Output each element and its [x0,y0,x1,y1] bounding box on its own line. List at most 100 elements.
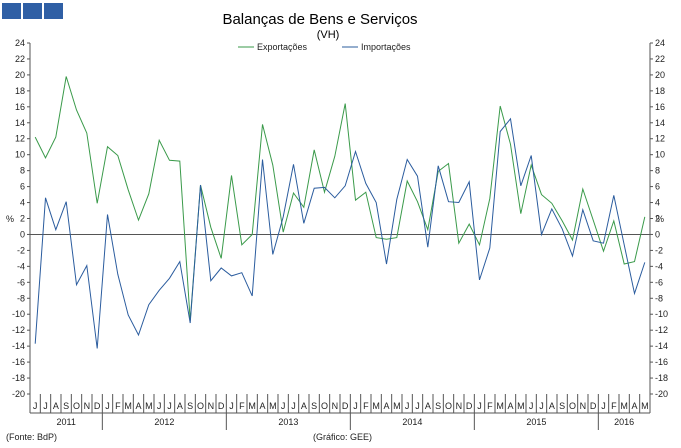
y-tick-label: 6 [20,182,25,192]
y-tick-label: 10 [655,150,665,160]
y-tick-label: -16 [12,357,25,367]
month-label: O [73,401,80,411]
y-tick-label: -6 [655,277,663,287]
y-tick-label: 18 [655,86,665,96]
y-tick-label: -20 [12,389,25,399]
y-tick-label: -8 [655,293,663,303]
month-label: J [529,401,534,411]
y-tick-label: 4 [655,198,660,208]
y-tick-label: 2 [655,214,660,224]
legend-imports-label: Importações [361,42,411,52]
month-label: N [456,401,463,411]
legend: Exportações Importações [238,42,411,52]
y-tick-label: 4 [20,198,25,208]
y-tick-label: -10 [655,309,668,319]
month-label: J [539,401,544,411]
y-tick-label: 18 [15,86,25,96]
y-tick-label: -8 [17,293,25,303]
chart-frame [29,43,651,413]
month-label: A [507,401,513,411]
y-tick-label: -14 [12,341,25,351]
y-tick-label: 14 [655,118,665,128]
month-label: J [33,401,38,411]
month-label: O [321,401,328,411]
credit-note: (Gráfico: GEE) [313,432,372,442]
month-label: F [363,401,369,411]
month-label: M [641,401,649,411]
y-axis-right: -20-18-16-14-12-10-8-6-4-202468101214161… [650,38,668,399]
month-label: J [415,401,420,411]
y-tick-label: -18 [655,373,668,383]
month-label: A [301,401,307,411]
y-tick-label: -4 [17,261,25,271]
y-tick-label: -18 [12,373,25,383]
y-tick-label: -16 [655,357,668,367]
month-label: D [466,401,473,411]
y-axis-left: -20-18-16-14-12-10-8-6-4-202468101214161… [12,38,30,399]
y-tick-label: -14 [655,341,668,351]
month-label: N [208,401,215,411]
month-label: O [197,401,204,411]
y-tick-label: 8 [655,166,660,176]
logo-block [2,3,21,19]
month-label: J [291,401,296,411]
month-label: F [487,401,493,411]
month-label: M [269,401,277,411]
y-axis-label-left: % [6,214,14,224]
month-label: A [53,401,59,411]
month-label: M [393,401,401,411]
month-label: J [105,401,110,411]
y-tick-label: 22 [655,54,665,64]
month-label: A [177,401,183,411]
month-label: F [611,401,617,411]
y-tick-label: 24 [15,38,25,48]
y-tick-label: 20 [655,70,665,80]
month-label: S [311,401,317,411]
y-tick-label: 8 [20,166,25,176]
y-tick-label: 6 [655,182,660,192]
y-tick-label: 10 [15,150,25,160]
month-label: M [124,401,132,411]
y-tick-label: 0 [20,229,25,239]
y-tick-label: -2 [655,245,663,255]
month-label: O [445,401,452,411]
month-label: F [239,401,245,411]
y-tick-label: -20 [655,389,668,399]
year-label: 2013 [278,417,298,427]
month-label: J [157,401,162,411]
month-label: J [353,401,358,411]
month-label: D [218,401,225,411]
logo-block [44,3,63,19]
month-label: M [496,401,504,411]
month-label: M [145,401,153,411]
chart-title: Balanças de Bens e Serviços [222,11,417,28]
month-label: D [94,401,101,411]
month-label: M [517,401,525,411]
month-label: A [383,401,389,411]
month-label: M [372,401,380,411]
y-tick-label: -10 [12,309,25,319]
month-label: A [135,401,141,411]
y-tick-label: 12 [15,134,25,144]
y-tick-label: 22 [15,54,25,64]
y-tick-label: -12 [655,325,668,335]
series-lines [34,76,646,349]
exports-line [34,76,646,321]
year-label: 2016 [614,417,634,427]
y-tick-label: -12 [12,325,25,335]
y-tick-label: -2 [17,245,25,255]
month-label: M [620,401,628,411]
month-label: A [259,401,265,411]
month-label: J [229,401,234,411]
year-label: 2011 [56,417,75,427]
month-label: N [84,401,91,411]
month-label: J [167,401,172,411]
month-label: N [332,401,339,411]
y-tick-label: 20 [15,70,25,80]
source-note: (Fonte: BdP) [6,432,57,442]
month-label: S [435,401,441,411]
y-tick-label: 14 [15,118,25,128]
month-label: S [63,401,69,411]
month-label: N [580,401,587,411]
